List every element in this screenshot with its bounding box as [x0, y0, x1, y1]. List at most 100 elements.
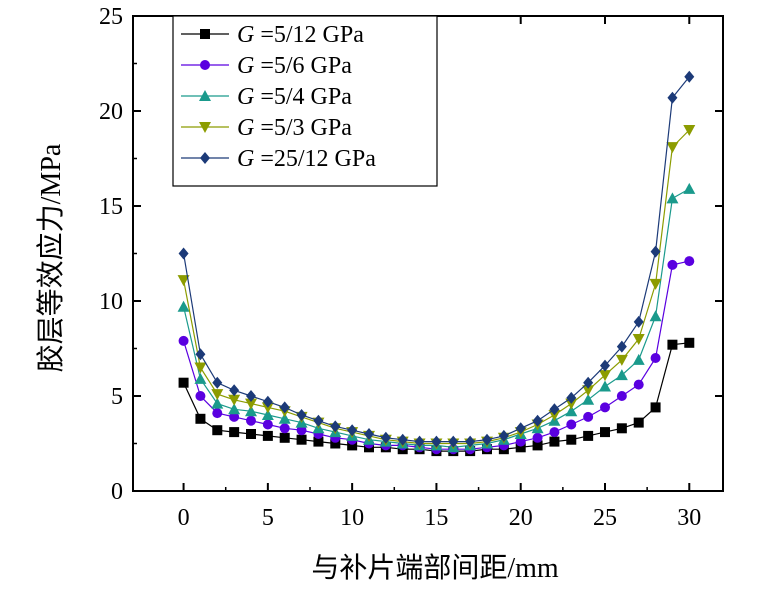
legend-label-text: =5/12 GPa	[254, 22, 364, 48]
legend-label: G =5/12 GPa	[237, 22, 364, 48]
legend-label: G =5/3 GPa	[237, 115, 352, 141]
x-tick-label: 0	[178, 505, 190, 531]
series-5	[178, 70, 695, 448]
legend-label-text: =5/6 GPa	[254, 53, 352, 79]
data-point	[650, 353, 661, 363]
data-point	[229, 427, 240, 438]
data-point	[600, 427, 610, 438]
data-point	[313, 436, 324, 447]
data-point	[666, 142, 679, 154]
data-point	[313, 414, 324, 427]
data-point	[195, 391, 206, 401]
series-line	[183, 342, 690, 452]
data-point	[649, 310, 662, 322]
data-point	[683, 182, 696, 194]
legend-item: G =5/6 GPa	[181, 53, 352, 79]
data-point	[195, 348, 206, 361]
data-point	[261, 402, 274, 414]
data-point	[347, 440, 358, 451]
y-tick-label: 25	[99, 4, 123, 30]
data-point	[431, 435, 442, 448]
data-point	[177, 300, 190, 312]
data-point	[347, 424, 358, 437]
legend-item: G =5/3 GPa	[181, 115, 352, 141]
data-point	[667, 259, 678, 270]
legend-marker	[200, 152, 210, 164]
data-point	[448, 435, 459, 448]
data-point	[195, 413, 206, 424]
data-point	[228, 394, 241, 406]
data-point	[583, 411, 594, 422]
data-point	[583, 376, 594, 389]
data-point	[583, 430, 594, 441]
data-point	[683, 125, 696, 136]
legend-label-symbol: G	[237, 22, 254, 48]
data-point	[650, 402, 661, 413]
data-point	[211, 397, 224, 409]
data-point	[633, 315, 644, 328]
data-point	[212, 408, 223, 419]
x-axis-title: 与补片端部间距/mm	[311, 552, 559, 584]
data-point	[666, 192, 679, 204]
y-tick-label: 10	[99, 289, 123, 315]
y-tick-label: 5	[111, 384, 123, 410]
x-tick-label: 20	[509, 505, 533, 531]
data-point	[532, 440, 543, 451]
data-point	[600, 402, 610, 413]
legend-marker	[199, 90, 211, 101]
data-point	[229, 411, 240, 422]
data-point	[211, 389, 224, 401]
data-point	[212, 376, 223, 389]
data-point	[632, 334, 645, 345]
y-axis-title: 胶层等效应力/MPa	[35, 143, 67, 372]
data-point	[566, 419, 577, 430]
data-point	[633, 379, 644, 390]
data-point	[565, 398, 578, 410]
data-point	[549, 403, 560, 416]
data-point	[414, 435, 425, 448]
legend-label-text: =5/4 GPa	[254, 84, 352, 110]
data-point	[178, 335, 189, 346]
data-point	[246, 390, 256, 402]
legend-label-symbol: G	[237, 53, 254, 79]
data-point	[599, 380, 611, 392]
legend-label-symbol: G	[237, 115, 254, 141]
data-point	[616, 423, 627, 434]
series-3	[177, 182, 696, 453]
data-point	[549, 436, 560, 447]
y-tick-label: 20	[99, 99, 123, 125]
legend-label-symbol: G	[237, 84, 254, 110]
data-point	[465, 435, 476, 448]
legend-item: G =5/12 GPa	[181, 22, 364, 48]
data-point	[649, 278, 662, 290]
data-point	[549, 427, 560, 438]
data-point	[600, 359, 610, 372]
data-point	[616, 391, 627, 401]
data-point	[515, 422, 526, 435]
legend-label-text: =25/12 GPa	[254, 146, 376, 172]
legend-label-text: =5/3 GPa	[254, 115, 352, 141]
data-point	[262, 419, 273, 430]
data-point	[615, 354, 628, 366]
data-point	[566, 434, 577, 445]
data-point	[566, 391, 577, 404]
legend-marker	[200, 29, 210, 39]
data-point	[667, 91, 678, 104]
data-point	[194, 362, 207, 374]
data-point	[667, 339, 678, 350]
legend-label-symbol: G	[237, 146, 254, 172]
data-point	[229, 384, 240, 397]
data-point	[565, 405, 578, 417]
x-tick-label: 10	[340, 505, 364, 531]
data-point	[178, 377, 189, 388]
data-point	[279, 432, 290, 443]
legend-item: G =5/4 GPa	[181, 84, 352, 110]
data-point	[245, 405, 257, 417]
y-tick-label: 0	[111, 479, 123, 505]
data-point	[615, 369, 628, 381]
data-point	[548, 410, 561, 421]
data-point	[262, 430, 273, 441]
data-point	[498, 429, 509, 442]
